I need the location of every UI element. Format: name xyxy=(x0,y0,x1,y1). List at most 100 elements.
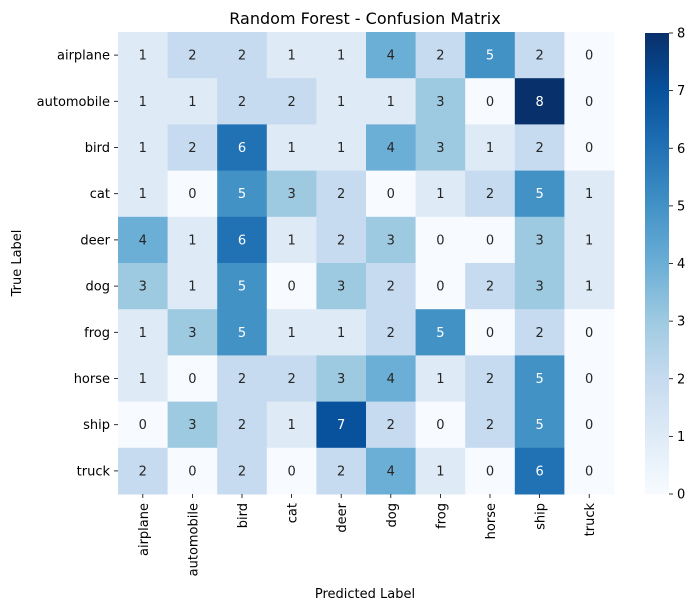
cell-value-label: 5 xyxy=(535,418,543,433)
cell-value-label: 4 xyxy=(139,233,147,248)
cell-value-label: 1 xyxy=(188,95,196,110)
cell-value-label: 1 xyxy=(188,280,196,295)
cell-value-label: 0 xyxy=(436,280,444,295)
cell-value-label: 2 xyxy=(387,280,395,295)
cell-value-label: 1 xyxy=(139,326,147,341)
heatmap-cell xyxy=(415,309,466,356)
y-tick-label: dog xyxy=(86,280,110,295)
heatmap-cell xyxy=(167,78,218,125)
cell-value-label: 0 xyxy=(486,233,494,248)
heatmap-cell xyxy=(316,216,367,264)
cell-value-label: 5 xyxy=(535,187,543,202)
heatmap-cell xyxy=(564,447,615,495)
heatmap-cell xyxy=(118,170,169,218)
heatmap-cell xyxy=(167,355,218,403)
heatmap-cell xyxy=(366,309,417,356)
cell-value-label: 1 xyxy=(139,49,147,64)
heatmap-cell xyxy=(465,124,516,172)
y-tick-label: automobile xyxy=(37,95,110,110)
cell-value-label: 2 xyxy=(535,326,543,341)
cell-value-label: 1 xyxy=(287,141,295,156)
cell-value-label: 5 xyxy=(436,326,444,341)
heatmap-cell xyxy=(514,78,565,125)
cell-value-label: 1 xyxy=(188,233,196,248)
colorbar-tick-label: 1 xyxy=(677,430,685,445)
heatmap-cell xyxy=(118,216,169,264)
cell-value-label: 2 xyxy=(535,49,543,64)
heatmap-cell xyxy=(415,216,466,264)
cell-value-label: 0 xyxy=(188,187,196,202)
colorbar-tick-label: 2 xyxy=(677,372,685,387)
heatmap-cell xyxy=(514,170,565,218)
heatmap-cell xyxy=(514,355,565,403)
heatmap-cell xyxy=(366,32,417,79)
cell-value-label: 3 xyxy=(387,233,395,248)
x-tick-label: frog xyxy=(434,503,449,529)
cell-value-label: 0 xyxy=(585,141,593,156)
heatmap-cell xyxy=(415,355,466,403)
cell-value-label: 5 xyxy=(486,49,494,64)
heatmap-cell xyxy=(564,170,615,218)
heatmap-cell xyxy=(465,32,516,79)
heatmap-cell xyxy=(217,309,268,356)
cell-value-label: 0 xyxy=(287,464,295,479)
cell-value-label: 3 xyxy=(436,141,444,156)
cell-value-label: 0 xyxy=(585,464,593,479)
cell-value-label: 0 xyxy=(139,418,147,433)
heatmap-cell xyxy=(266,32,317,79)
cell-value-label: 5 xyxy=(238,326,246,341)
colorbar-tick-label: 3 xyxy=(677,315,685,330)
heatmap-cell xyxy=(415,263,466,310)
x-tick-label: airplane xyxy=(137,503,152,556)
heatmap-cell xyxy=(266,355,317,403)
colorbar xyxy=(645,33,669,494)
heatmap-cell xyxy=(167,401,218,449)
cell-value-label: 0 xyxy=(585,326,593,341)
heatmap-cell xyxy=(366,401,417,449)
cell-value-label: 6 xyxy=(238,141,246,156)
cell-value-label: 1 xyxy=(585,187,593,202)
heatmap-cell xyxy=(316,309,367,356)
heatmap-cell xyxy=(167,124,218,172)
heatmap-cells xyxy=(118,32,615,495)
cell-value-label: 4 xyxy=(387,141,395,156)
heatmap-cell xyxy=(167,447,218,495)
cell-value-label: 1 xyxy=(337,326,345,341)
cell-value-label: 1 xyxy=(287,326,295,341)
heatmap-cell xyxy=(217,401,268,449)
y-tick-label: frog xyxy=(84,326,110,341)
heatmap-cell xyxy=(564,78,615,125)
cell-value-label: 1 xyxy=(139,372,147,387)
heatmap-cell xyxy=(366,78,417,125)
cell-value-label: 3 xyxy=(337,280,345,295)
y-tick-label: deer xyxy=(80,233,110,248)
colorbar-ticks: 0 1 2 3 4 5 6 7 8 xyxy=(669,27,685,503)
heatmap-cell xyxy=(514,32,565,79)
cell-value-label: 1 xyxy=(287,418,295,433)
heatmap-cell xyxy=(266,170,317,218)
y-axis-label: True Label xyxy=(10,230,25,298)
cell-value-label: 2 xyxy=(139,464,147,479)
heatmap-cell xyxy=(415,401,466,449)
cell-value-label: 2 xyxy=(287,95,295,110)
cell-value-label: 1 xyxy=(139,187,147,202)
heatmap-cell xyxy=(316,401,367,449)
heatmap-cell xyxy=(415,447,466,495)
cell-value-label: 1 xyxy=(436,187,444,202)
heatmap-cell xyxy=(266,216,317,264)
cell-value-label: 0 xyxy=(486,464,494,479)
heatmap-cell xyxy=(266,263,317,310)
cell-value-label: 2 xyxy=(486,187,494,202)
cell-value-label: 1 xyxy=(337,141,345,156)
cell-value-label: 3 xyxy=(188,326,196,341)
heatmap-cell xyxy=(316,263,367,310)
heatmap-cell xyxy=(415,124,466,172)
cell-value-label: 1 xyxy=(436,464,444,479)
heatmap-cell xyxy=(564,401,615,449)
cell-value-label: 0 xyxy=(287,280,295,295)
cell-value-label: 2 xyxy=(387,418,395,433)
cell-value-label: 1 xyxy=(139,95,147,110)
heatmap-cell xyxy=(465,401,516,449)
y-tick-label: horse xyxy=(74,372,110,387)
heatmap-cell xyxy=(316,32,367,79)
